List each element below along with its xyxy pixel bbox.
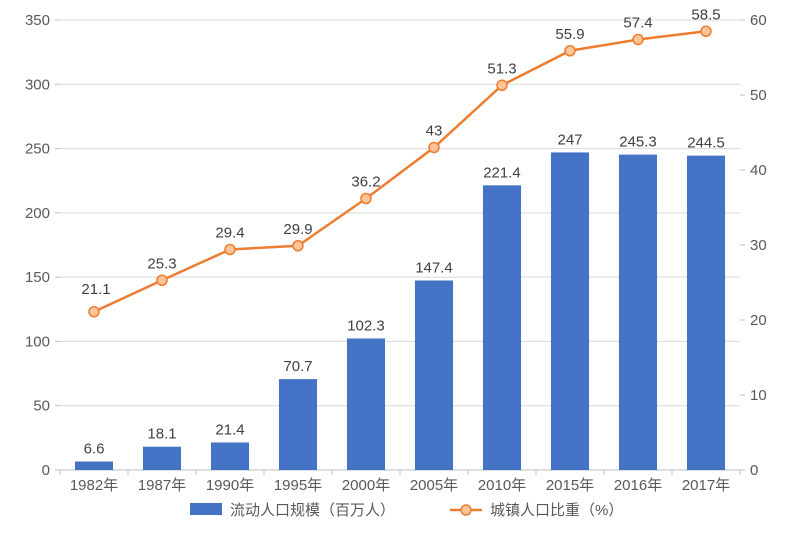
legend-line-label: 城镇人口比重（%） — [490, 502, 623, 519]
y-right-label: 40 — [750, 162, 767, 179]
x-category-label: 1982年 — [70, 477, 118, 494]
line-value-label: 57.4 — [623, 15, 652, 32]
y-right-label: 60 — [750, 12, 767, 29]
y-right-label: 30 — [750, 237, 767, 254]
line-value-label: 36.2 — [351, 174, 380, 191]
y-right-label: 10 — [750, 387, 767, 404]
y-left-label: 200 — [25, 205, 50, 222]
x-category-label: 2016年 — [614, 477, 662, 494]
bar — [143, 447, 181, 470]
bar — [551, 152, 589, 470]
line-value-label: 29.9 — [283, 221, 312, 238]
x-category-label: 1990年 — [206, 477, 254, 494]
bar — [347, 338, 385, 470]
legend-line-marker — [461, 505, 471, 515]
bar — [619, 155, 657, 470]
bar — [75, 462, 113, 470]
y-left-label: 350 — [25, 12, 50, 29]
line-marker — [497, 80, 507, 90]
x-category-label: 2010年 — [478, 477, 526, 494]
line-value-label: 58.5 — [691, 6, 720, 23]
line-value-label: 29.4 — [215, 225, 244, 242]
y-right-label: 20 — [750, 312, 767, 329]
x-category-label: 2017年 — [682, 477, 730, 494]
line-marker — [429, 143, 439, 153]
y-right-label: 50 — [750, 87, 767, 104]
bar-value-label: 21.4 — [215, 421, 244, 438]
y-left-label: 100 — [25, 333, 50, 350]
bar-value-label: 147.4 — [415, 259, 453, 276]
bar-value-label: 221.4 — [483, 164, 521, 181]
line-value-label: 25.3 — [147, 255, 176, 272]
bar — [211, 442, 249, 470]
bar — [483, 185, 521, 470]
bar-value-label: 247 — [557, 131, 582, 148]
x-category-label: 1995年 — [274, 477, 322, 494]
x-category-label: 2000年 — [342, 477, 390, 494]
line-marker — [157, 275, 167, 285]
line-marker — [633, 35, 643, 45]
bar-value-label: 245.3 — [619, 134, 657, 151]
y-right-label: 0 — [750, 462, 758, 479]
line-value-label: 51.3 — [487, 60, 516, 77]
bar — [687, 156, 725, 470]
y-left-label: 0 — [42, 462, 50, 479]
bar-value-label: 6.6 — [84, 441, 105, 458]
x-category-label: 2015年 — [546, 477, 594, 494]
bar-value-label: 18.1 — [147, 426, 176, 443]
bar-value-label: 70.7 — [283, 358, 312, 375]
line-path — [94, 31, 706, 312]
legend-bar-label: 流动人口规模（百万人） — [230, 502, 395, 519]
dual-axis-chart: 0 50 100 150 200 250 300 350 0 10 20 30 40 50 60 6.6 18.… — [0, 0, 800, 541]
line-marker — [89, 307, 99, 317]
y-left-label: 50 — [33, 398, 50, 415]
x-category-label: 1987年 — [138, 477, 186, 494]
line-marker — [701, 26, 711, 36]
bar-value-label: 102.3 — [347, 317, 385, 334]
line-value-label: 55.9 — [555, 26, 584, 43]
line-marker — [361, 194, 371, 204]
legend-bar-swatch — [190, 503, 222, 515]
bar — [279, 379, 317, 470]
line-marker — [293, 241, 303, 251]
legend: 流动人口规模（百万人） 城镇人口比重（%） — [190, 502, 623, 519]
y-left-label: 300 — [25, 76, 50, 93]
line-marker — [565, 46, 575, 56]
line-marker — [225, 245, 235, 255]
bar — [415, 280, 453, 470]
line-value-label: 21.1 — [81, 281, 110, 298]
bar-value-label: 244.5 — [687, 135, 725, 152]
y-left-label: 150 — [25, 269, 50, 286]
y-left-label: 250 — [25, 141, 50, 158]
line-value-label: 43 — [426, 123, 443, 140]
x-category-label: 2005年 — [410, 477, 458, 494]
